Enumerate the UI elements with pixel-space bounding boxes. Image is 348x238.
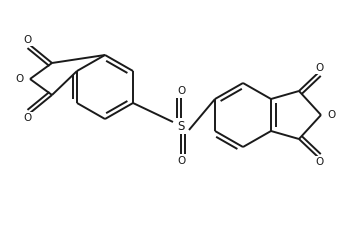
Text: O: O [327,110,335,120]
Text: O: O [316,157,324,167]
Text: S: S [177,119,185,133]
Text: O: O [16,74,24,84]
Text: O: O [24,113,32,123]
Text: O: O [177,86,185,96]
Text: O: O [316,63,324,73]
Text: O: O [177,156,185,166]
Text: O: O [24,35,32,45]
